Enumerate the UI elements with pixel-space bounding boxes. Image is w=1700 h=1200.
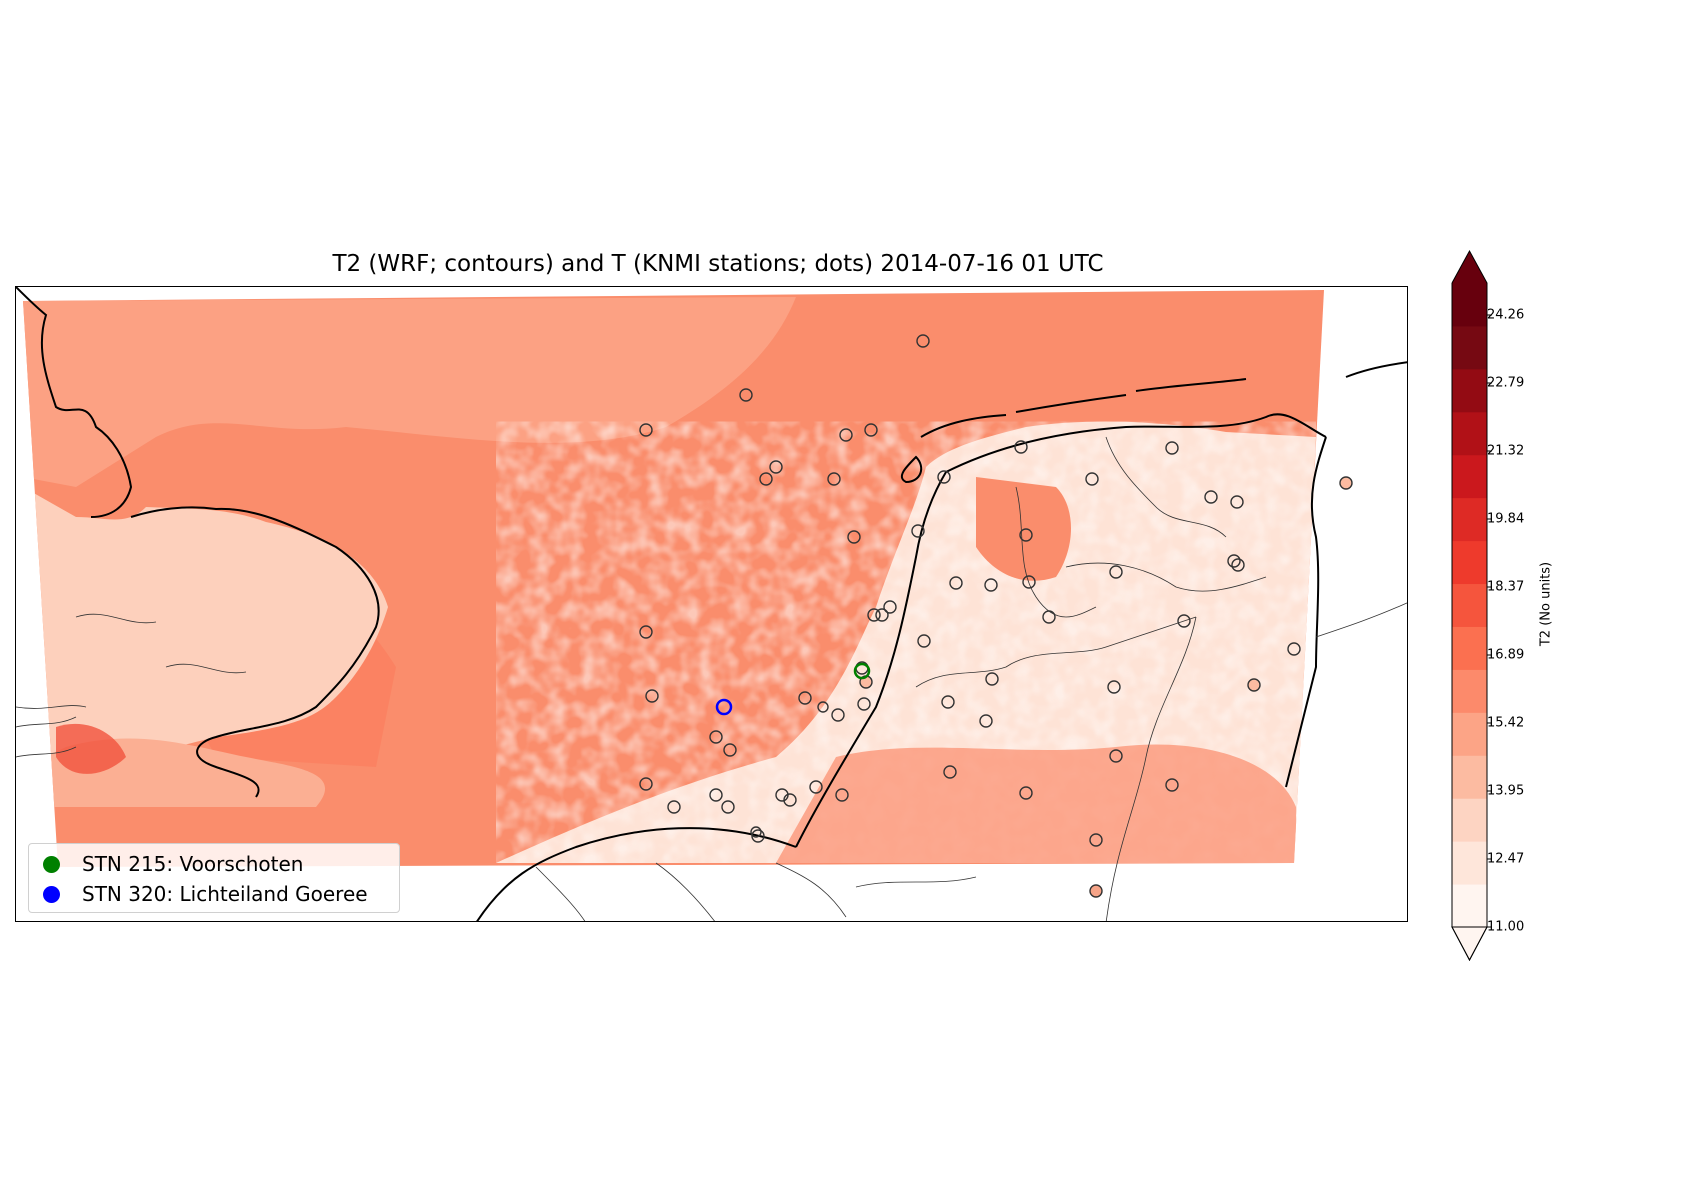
- map-panel[interactable]: [15, 286, 1408, 922]
- land-england: [23, 487, 388, 787]
- legend-label: STN 320: Lichteiland Goeree: [82, 882, 368, 906]
- figure-title: T2 (WRF; contours) and T (KNMI stations;…: [332, 251, 1104, 277]
- colorbar-segments: [1452, 283, 1487, 928]
- colorbar-tick-label: 18.37: [1487, 579, 1525, 595]
- coastlines: [16, 287, 1407, 921]
- sea-light-band: [23, 297, 796, 487]
- colorbar: [1451, 249, 1492, 962]
- colorbar-segment: [1452, 540, 1487, 585]
- green-dot-icon: [43, 855, 60, 873]
- colorbar-tick-label: 12.47: [1487, 851, 1525, 867]
- warm-patch-london: [56, 723, 126, 774]
- legend-item-stn-320: STN 320: Lichteiland Goeree: [43, 881, 368, 907]
- colorbar-segment: [1452, 583, 1487, 627]
- colorbar-tick-label: 21.32: [1487, 443, 1525, 459]
- colorbar-extend-max: [1452, 251, 1487, 283]
- colorbar-extend-min: [1451, 926, 1488, 962]
- colorbar-segment: [1452, 884, 1487, 928]
- colorbar-tick-label: 24.26: [1487, 307, 1525, 323]
- colorbar-segment: [1452, 325, 1487, 370]
- colorbar-segment: [1452, 454, 1487, 499]
- colorbar-segment: [1452, 712, 1487, 756]
- warm-patch-south: [776, 744, 1296, 863]
- colorbar-segment: [1452, 626, 1487, 670]
- legend-label: STN 215: Voorschoten: [82, 852, 304, 876]
- station-320-lichteiland-goeree-marker[interactable]: [715, 698, 733, 716]
- colorbar-segment: [1452, 368, 1487, 413]
- colorbar-segment: [1452, 411, 1487, 456]
- blue-dot-icon: [43, 885, 60, 903]
- colorbar-segment: [1452, 841, 1487, 885]
- colorbar-tick-label: 13.95: [1487, 783, 1525, 799]
- colorbar-tick-label: 22.79: [1487, 375, 1525, 391]
- colorbar-label: T2 (No units): [1538, 561, 1554, 647]
- colorbar-tick-label: 16.89: [1487, 647, 1525, 663]
- colorbar-tick-label: 11.00: [1487, 919, 1525, 935]
- colorbar-segment: [1452, 283, 1487, 327]
- map-svg: [16, 287, 1407, 921]
- colorbar-segment: [1452, 497, 1487, 542]
- colorbar-segment: [1452, 798, 1487, 842]
- legend-item-stn-215: STN 215: Voorschoten: [43, 851, 303, 877]
- colorbar-segment: [1452, 755, 1487, 799]
- map-legend: STN 215: Voorschoten STN 320: Lichteilan…: [28, 843, 400, 913]
- colorbar-segment: [1452, 669, 1487, 713]
- colorbar-tick-label: 19.84: [1487, 511, 1525, 527]
- borders: [16, 436, 1407, 921]
- station-215-voorschoten-marker[interactable]: [853, 662, 871, 680]
- colorbar-ticks: [1487, 314, 1492, 928]
- colorbar-tick-label: 15.42: [1487, 715, 1525, 731]
